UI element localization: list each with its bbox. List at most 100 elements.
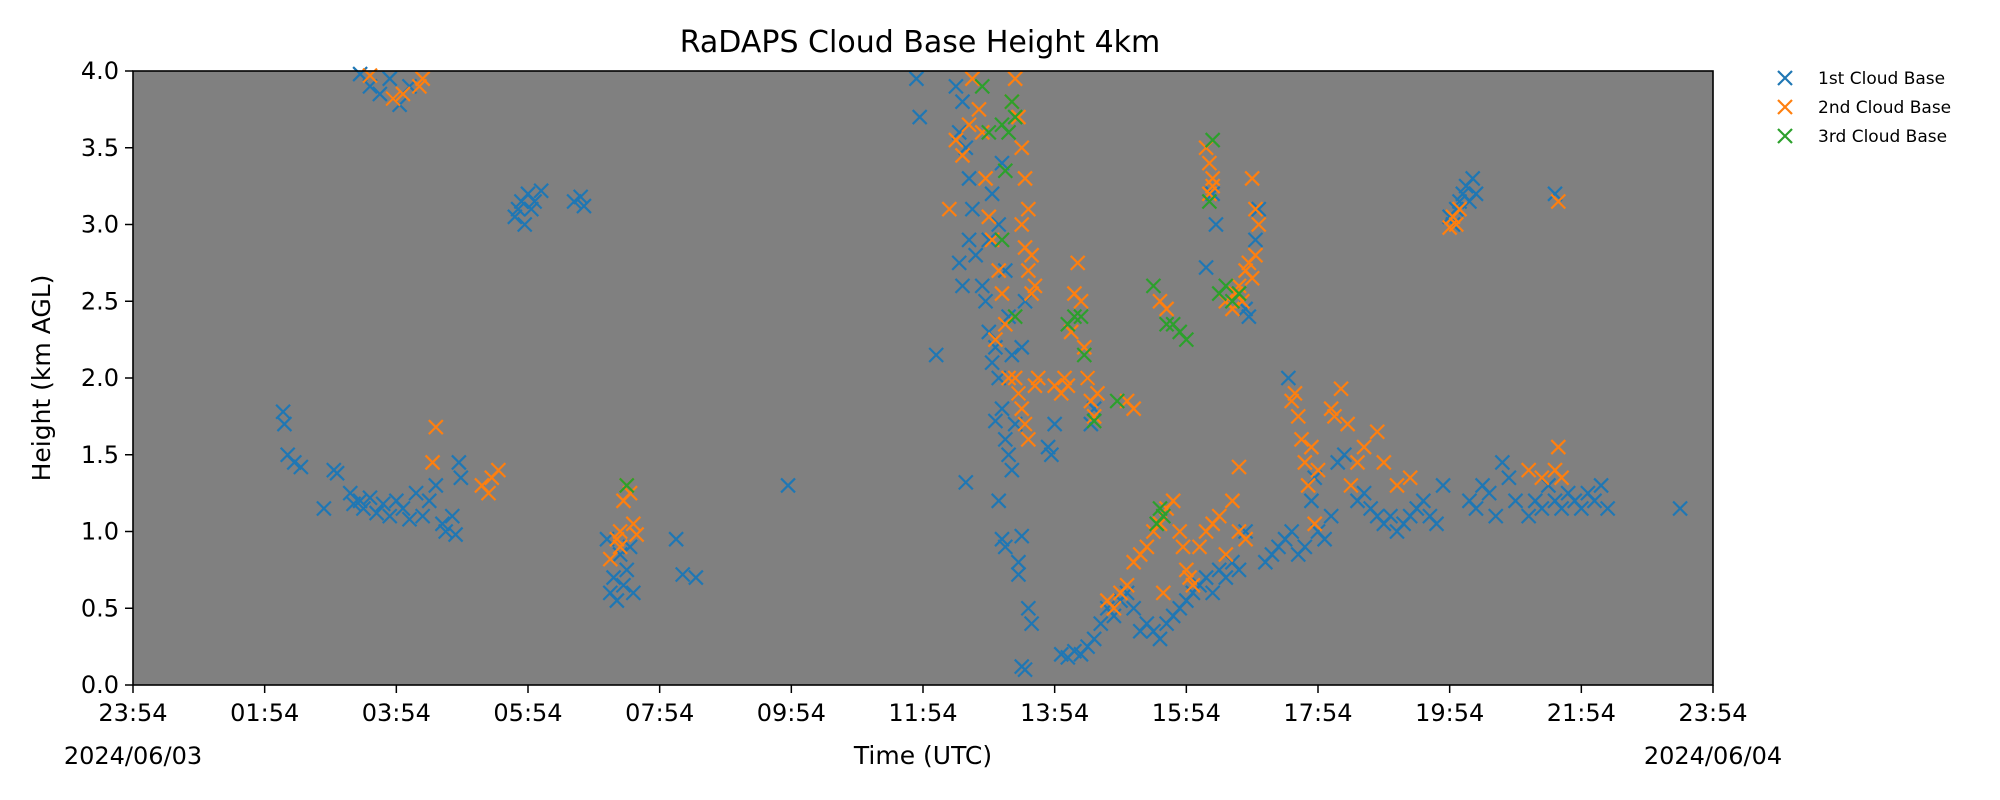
data-point bbox=[1224, 493, 1241, 509]
data-point bbox=[1086, 413, 1102, 429]
x-tick-label: 03:54 bbox=[362, 699, 431, 727]
data-point bbox=[1073, 308, 1089, 325]
data-point bbox=[1336, 446, 1353, 463]
data-point bbox=[974, 78, 991, 95]
data-point bbox=[275, 403, 291, 420]
y-tick-label: 3.0 bbox=[81, 211, 119, 239]
x-axis-ticks: 23:54 01:54 03:54 05:54 07:54 09:54 11:54 13:54… bbox=[98, 685, 1748, 727]
data-point bbox=[618, 477, 635, 494]
y-axis-ticks: 0.0 0.5 1.0 1.5 2.0 2.5 3.0 3.5 4.0 bbox=[81, 57, 133, 699]
data-point bbox=[1020, 201, 1037, 217]
data-point bbox=[293, 459, 309, 475]
data-point bbox=[1415, 493, 1432, 509]
data-point bbox=[1178, 562, 1195, 578]
data-point bbox=[628, 526, 645, 543]
data-point bbox=[990, 262, 1007, 279]
data-point bbox=[1448, 216, 1465, 233]
data-point bbox=[1017, 239, 1033, 256]
data-point bbox=[1155, 508, 1172, 524]
data-point bbox=[516, 216, 533, 233]
data-point bbox=[1155, 585, 1172, 601]
data-point bbox=[981, 124, 997, 141]
data-point bbox=[1247, 247, 1264, 263]
data-point bbox=[622, 485, 638, 501]
y-tick-label: 0.0 bbox=[81, 671, 119, 699]
legend-marker bbox=[1777, 70, 1793, 86]
data-point bbox=[1310, 462, 1326, 478]
data-point bbox=[1069, 255, 1086, 271]
data-point bbox=[1023, 615, 1040, 632]
data-point bbox=[395, 86, 411, 102]
data-point bbox=[1468, 186, 1484, 202]
data-point bbox=[997, 262, 1014, 279]
data-point bbox=[1158, 316, 1175, 333]
data-point bbox=[1237, 523, 1254, 540]
data-point bbox=[977, 293, 994, 310]
data-point bbox=[602, 551, 619, 567]
data-point bbox=[1382, 508, 1399, 524]
data-point bbox=[444, 508, 461, 524]
data-point bbox=[1060, 377, 1076, 394]
data-point bbox=[1040, 439, 1056, 455]
data-point bbox=[1076, 339, 1093, 356]
data-point bbox=[1218, 569, 1234, 586]
data-point bbox=[964, 201, 981, 217]
legend-label: 1st Cloud Base bbox=[1818, 69, 1945, 89]
data-point bbox=[908, 70, 925, 87]
data-point bbox=[1349, 454, 1366, 471]
data-point bbox=[1303, 493, 1320, 509]
data-point bbox=[954, 278, 971, 294]
data-point bbox=[1208, 216, 1224, 233]
data-point bbox=[368, 505, 385, 521]
data-point bbox=[1109, 393, 1125, 409]
data-point bbox=[1297, 539, 1313, 555]
data-point bbox=[612, 523, 628, 540]
x-tick-label: 23:54 bbox=[1678, 699, 1747, 727]
data-point bbox=[1303, 439, 1320, 455]
data-point bbox=[1547, 186, 1563, 202]
data-point bbox=[997, 316, 1014, 333]
data-point bbox=[1231, 278, 1247, 294]
data-point bbox=[1451, 201, 1468, 217]
x-date-end-label: 2024/06/04 bbox=[1644, 742, 1782, 770]
series-2 bbox=[362, 67, 1570, 617]
data-point bbox=[951, 124, 967, 141]
data-point bbox=[1464, 170, 1481, 187]
data-point bbox=[1010, 554, 1027, 570]
data-point bbox=[428, 477, 444, 494]
data-point bbox=[994, 232, 1010, 248]
data-point bbox=[1158, 301, 1175, 317]
data-point bbox=[533, 182, 549, 199]
data-point bbox=[1250, 201, 1267, 217]
data-point bbox=[447, 526, 464, 543]
data-point bbox=[507, 209, 523, 225]
data-point bbox=[981, 232, 997, 248]
data-point bbox=[1250, 216, 1267, 233]
data-point bbox=[997, 539, 1014, 555]
data-point bbox=[928, 347, 944, 363]
data-point bbox=[1300, 477, 1316, 494]
data-point bbox=[1152, 500, 1168, 517]
data-point bbox=[1076, 347, 1093, 363]
data-point bbox=[951, 255, 967, 271]
data-point bbox=[408, 485, 424, 501]
data-point bbox=[994, 531, 1010, 547]
data-point bbox=[1599, 500, 1616, 517]
data-point bbox=[1119, 577, 1135, 594]
data-point bbox=[1013, 400, 1030, 417]
data-point bbox=[1231, 562, 1247, 578]
data-point bbox=[1290, 408, 1307, 425]
data-point bbox=[1241, 308, 1257, 325]
data-point bbox=[1323, 400, 1339, 417]
data-point bbox=[941, 201, 958, 217]
data-point bbox=[523, 201, 540, 217]
data-point bbox=[780, 477, 796, 494]
data-point bbox=[1010, 109, 1027, 125]
data-point bbox=[1287, 385, 1303, 402]
data-point bbox=[1191, 539, 1208, 555]
data-point bbox=[948, 78, 964, 95]
data-point bbox=[1244, 170, 1260, 187]
data-point bbox=[1481, 485, 1497, 501]
data-point bbox=[961, 170, 977, 187]
data-point bbox=[1007, 109, 1023, 125]
